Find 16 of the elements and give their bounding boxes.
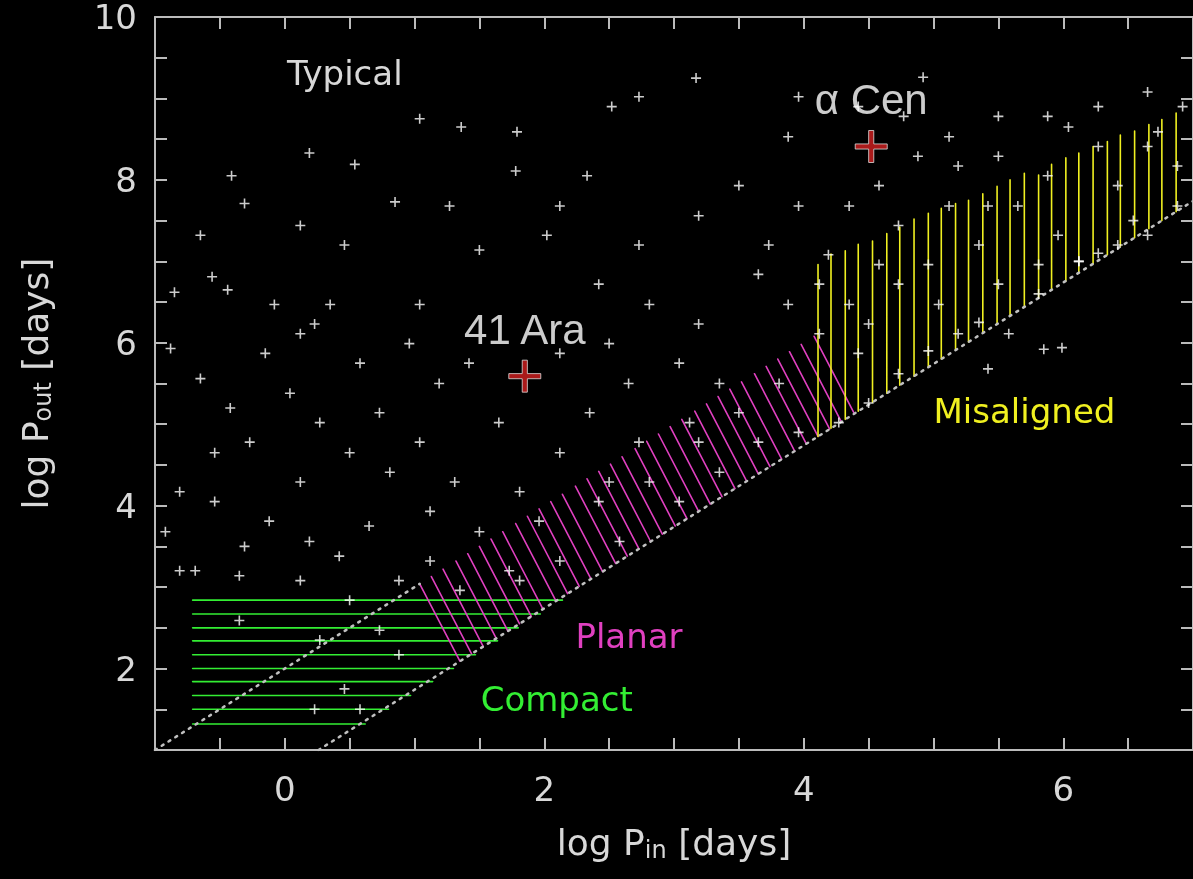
y-tick-label: 10 xyxy=(93,0,137,37)
y-tick-label: 4 xyxy=(115,485,137,526)
x-tick-label: 6 xyxy=(1052,769,1075,809)
x-tick-label: 4 xyxy=(792,769,815,809)
series-label: Misaligned xyxy=(933,391,1116,432)
annotation: Typical xyxy=(286,53,403,93)
y-tick-label: 8 xyxy=(115,159,137,200)
annotation: α Cen xyxy=(814,76,928,123)
series-label: Compact xyxy=(480,678,633,719)
y-axis-title: log Pout [days] xyxy=(14,257,57,510)
y-tick-label: 2 xyxy=(115,648,137,689)
x-tick-label: 0 xyxy=(273,769,296,809)
annotation: 41 Ara xyxy=(464,305,587,353)
y-tick-label: 6 xyxy=(115,322,137,363)
series-label: Planar xyxy=(575,616,683,657)
x-tick-label: 2 xyxy=(533,769,556,809)
